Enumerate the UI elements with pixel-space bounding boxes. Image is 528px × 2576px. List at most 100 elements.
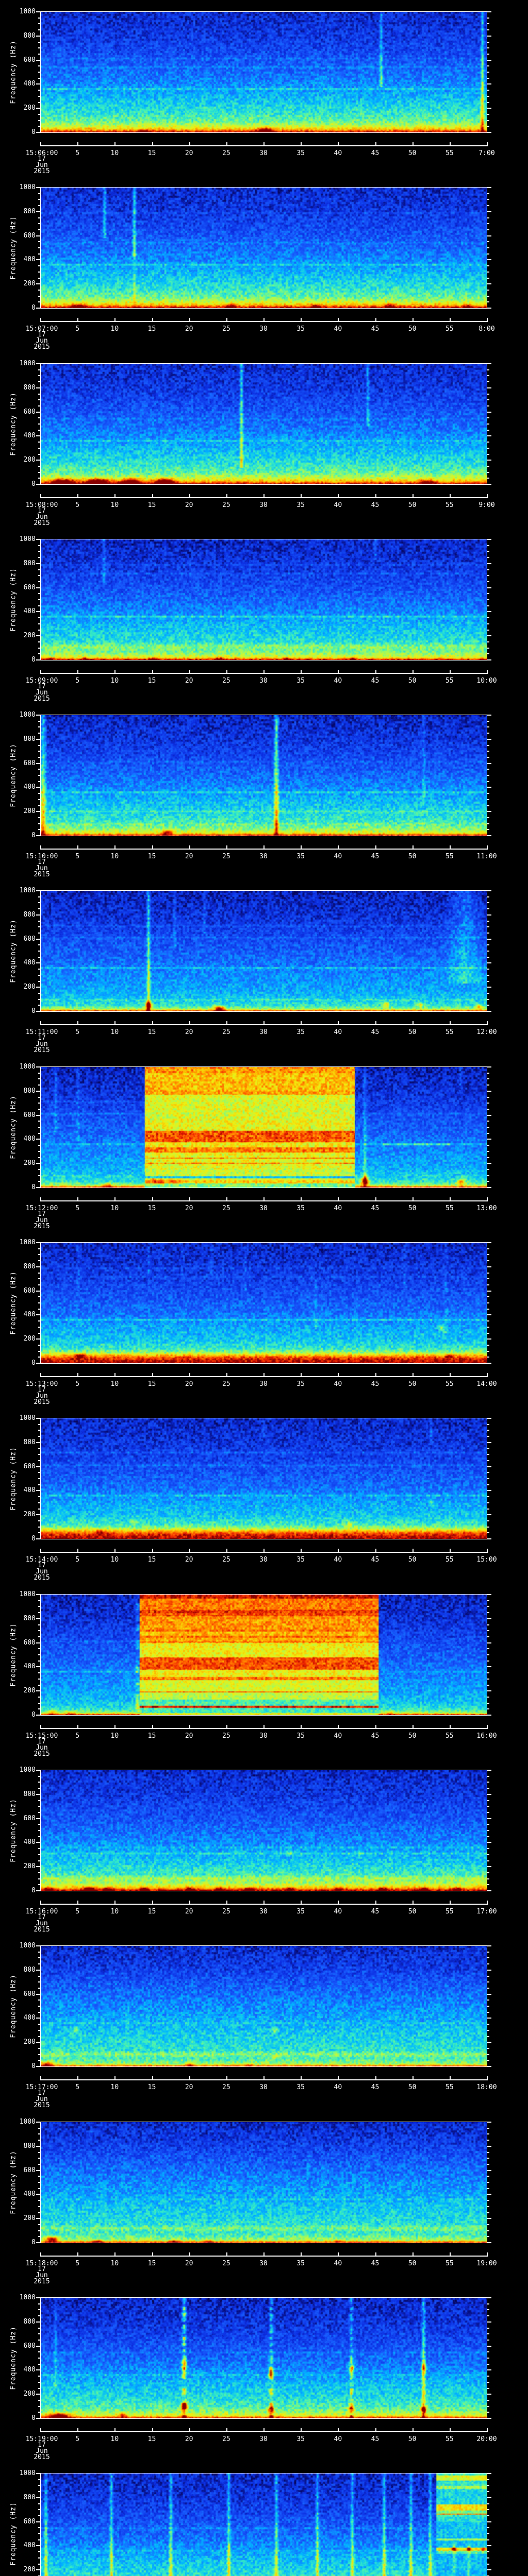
y-tick (38, 2515, 40, 2516)
x-tick-label: 5 (75, 2083, 80, 2091)
y-tick (38, 2315, 40, 2317)
y-tick (36, 1715, 40, 1716)
date-line: 2015 (34, 1046, 50, 1054)
y-tick (38, 1181, 40, 1182)
x-tick (338, 845, 339, 850)
y-tick (487, 569, 489, 570)
y-tick (38, 1484, 40, 1485)
y-tick (36, 1770, 40, 1771)
x-tick-label: 30 (259, 2435, 268, 2443)
y-tick (38, 1308, 40, 1310)
spectrogram-image (41, 2122, 487, 2243)
x-tick-label: 35 (296, 2435, 305, 2443)
x-tick (263, 1373, 265, 1377)
x-tick-label: 50 (408, 677, 417, 685)
y-tick (38, 1344, 40, 1346)
y-tick-label: 600 (23, 2517, 36, 2526)
y-tick-label: 800 (23, 383, 36, 392)
y-tick (487, 2539, 489, 2540)
y-tick (38, 53, 40, 55)
x-tick (412, 1901, 414, 1905)
y-tick (36, 1363, 40, 1364)
y-tick (38, 1472, 40, 1473)
y-tick (487, 1993, 491, 1995)
y-tick (487, 1872, 489, 1873)
date-line: Jun (36, 689, 48, 697)
y-tick (487, 1284, 489, 1285)
y-tick (38, 199, 40, 200)
y-tick (38, 1654, 40, 1655)
y-tick (38, 2327, 40, 2329)
x-tick (412, 2076, 414, 2080)
x-tick (189, 670, 190, 674)
y-tick (38, 992, 40, 994)
x-tick-label: 10 (110, 1556, 119, 1564)
y-tick (487, 253, 489, 255)
y-tick (38, 769, 40, 770)
y-tick (487, 1096, 489, 1098)
y-tick (487, 1782, 489, 1783)
end-time-label: 13:00 (476, 1205, 497, 1212)
x-tick (449, 142, 451, 146)
y-tick (487, 926, 489, 928)
date-line: Jun (36, 513, 48, 521)
x-tick (152, 1725, 153, 1729)
end-time-label: 7:00 (478, 149, 495, 157)
y-tick (38, 2206, 40, 2207)
y-tick-label: 0 (31, 1007, 36, 1015)
y-tick-label: 1000 (19, 360, 36, 367)
y-tick (38, 641, 40, 642)
x-tick (189, 1373, 190, 1377)
y-tick (38, 2006, 40, 2007)
start-time-label: 15:07:00 (25, 325, 58, 333)
spectrogram-panel: Frequency (Hz) 0 200 400 600 800 1000 5 10 15 20 2… (0, 703, 528, 879)
y-tick (36, 1642, 40, 1643)
y-tick (38, 2047, 40, 2049)
y-tick (487, 411, 491, 413)
y-tick (38, 1782, 40, 1783)
x-tick (77, 1725, 79, 1729)
y-tick (487, 381, 489, 383)
y-tick (487, 1770, 491, 1771)
y-tick (487, 974, 489, 976)
y-tick (487, 1454, 489, 1455)
y-tick (38, 920, 40, 922)
y-tick (36, 2545, 40, 2547)
spectrogram-panel: Frequency (Hz) 0 200 400 600 800 1000 5 10 15 20 2… (0, 1055, 528, 1231)
y-tick (38, 1302, 40, 1303)
y-tick (487, 375, 489, 377)
x-tick (189, 1725, 190, 1729)
y-tick (38, 277, 40, 279)
x-tick (114, 1725, 116, 1729)
x-tick (189, 1901, 190, 1905)
x-tick (412, 1021, 414, 1025)
y-tick (487, 2485, 489, 2486)
y-tick-label: 200 (23, 1159, 36, 1167)
y-tick (487, 2358, 489, 2359)
x-tick (152, 494, 153, 498)
y-tick (487, 2242, 491, 2243)
date-line: 17 (38, 2089, 46, 2097)
x-tick-label: 25 (222, 1732, 230, 1740)
y-tick (38, 1296, 40, 1298)
y-tick (38, 1350, 40, 1352)
y-tick (38, 2363, 40, 2365)
x-tick (301, 1197, 302, 1201)
end-time-label: 12:00 (476, 1028, 497, 1036)
y-tick (487, 435, 491, 437)
y-tick (38, 2236, 40, 2238)
x-tick (449, 1373, 451, 1377)
y-tick (38, 1824, 40, 1825)
y-tick (487, 1800, 489, 1801)
y-tick (38, 1636, 40, 1637)
y-tick (38, 2333, 40, 2335)
y-tick (487, 1624, 489, 1625)
x-tick (412, 845, 414, 850)
y-tick (487, 1290, 491, 1292)
y-tick (38, 1800, 40, 1801)
x-tick-label: 10 (110, 325, 119, 333)
y-tick (487, 715, 491, 716)
x-tick-label: 15 (147, 677, 156, 685)
end-time-label: 20:00 (476, 2435, 497, 2443)
